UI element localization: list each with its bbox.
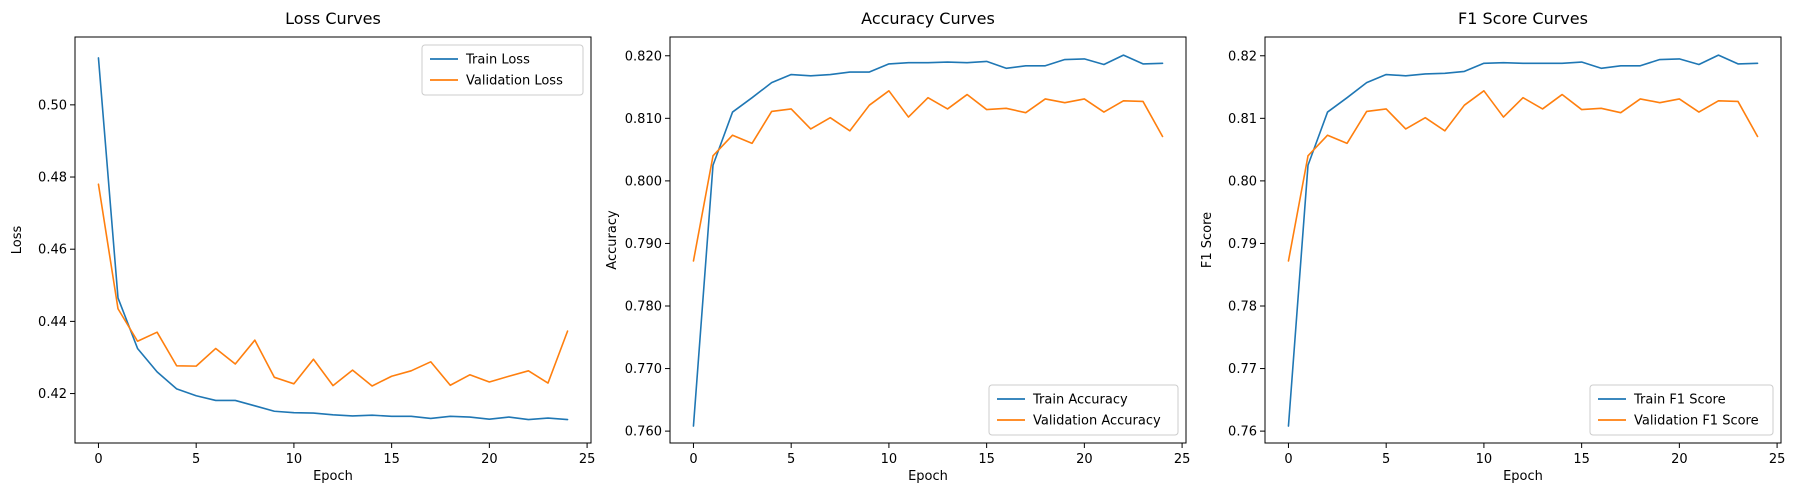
y-tick-label: 0.76 [1228, 425, 1257, 440]
series-line-validation [692, 90, 1164, 262]
plot-frame [74, 36, 592, 444]
legend-label: Validation F1 Score [1634, 414, 1759, 429]
y-tick-label: 0.81 [1228, 112, 1257, 127]
x-tick-label: 5 [787, 452, 795, 467]
x-tick-label: 20 [481, 452, 498, 467]
chart-title: Loss Curves [285, 9, 381, 28]
series-line-validation [97, 183, 569, 387]
y-tick-label: 0.760 [625, 425, 662, 440]
y-tick-label: 0.44 [38, 315, 67, 330]
x-tick-label: 25 [1769, 452, 1786, 467]
x-tick-label: 10 [286, 452, 303, 467]
x-tick-label: 0 [94, 452, 102, 467]
legend-frame [421, 44, 584, 96]
y-tick-label: 0.48 [38, 171, 67, 186]
x-tick-label: 10 [881, 452, 898, 467]
y-tick-label: 0.42 [38, 387, 67, 402]
series-line-validation [1287, 90, 1759, 262]
chart-title: F1 Score Curves [1458, 9, 1588, 28]
y-tick-label: 0.80 [1228, 174, 1257, 189]
y-tick-label: 0.79 [1228, 237, 1257, 252]
x-axis-label: Epoch [908, 469, 948, 484]
y-tick-label: 0.770 [625, 362, 662, 377]
x-tick-label: 20 [1076, 452, 1093, 467]
plot-frame [1264, 36, 1782, 444]
series-line-train [1287, 54, 1759, 427]
y-axis-label: Loss [10, 226, 25, 255]
legend-label: Train F1 Score [1633, 393, 1726, 408]
chart-panel-1: Loss Curves 0 5 10 15 20 25 0.42 0.44 0.46 0.48 0.5… [10, 9, 595, 484]
legend-label: Validation Loss [466, 74, 563, 89]
x-tick-label: 25 [579, 452, 596, 467]
x-tick-label: 25 [1174, 452, 1191, 467]
legend: Train Accuracy Validation Accuracy [988, 384, 1179, 436]
legend: Train Loss Validation Loss [421, 44, 584, 96]
x-tick-label: 5 [192, 452, 200, 467]
y-axis-label: Accuracy [605, 210, 620, 270]
y-tick-label: 0.800 [625, 174, 662, 189]
legend-label: Train Accuracy [1032, 393, 1128, 408]
y-tick-label: 0.78 [1228, 299, 1257, 314]
legend-label: Validation Accuracy [1033, 414, 1161, 429]
y-tick-label: 0.780 [625, 299, 662, 314]
chart-panel-2: Accuracy Curves 0 5 10 15 20 25 0.760 0.770 0.780… [605, 9, 1190, 484]
x-tick-label: 15 [1573, 452, 1590, 467]
x-tick-label: 0 [689, 452, 697, 467]
x-tick-label: 20 [1671, 452, 1688, 467]
y-tick-label: 0.790 [625, 237, 662, 252]
legend-frame [1589, 384, 1774, 436]
legend: Train F1 Score Validation F1 Score [1589, 384, 1774, 436]
x-axis-label: Epoch [1503, 469, 1543, 484]
y-tick-label: 0.820 [625, 49, 662, 64]
x-tick-label: 15 [383, 452, 400, 467]
y-tick-label: 0.50 [38, 98, 67, 113]
x-tick-label: 0 [1284, 452, 1292, 467]
series-line-train [692, 54, 1164, 427]
y-tick-label: 0.77 [1228, 362, 1257, 377]
legend-label: Train Loss [465, 53, 530, 68]
legend-frame [988, 384, 1179, 436]
x-tick-label: 15 [978, 452, 995, 467]
chart-panel-3: F1 Score Curves 0 5 10 15 20 25 0.76 0.77 0.78 0.7… [1200, 9, 1785, 484]
x-tick-label: 10 [1476, 452, 1493, 467]
x-axis-label: Epoch [313, 469, 353, 484]
series-line-train [97, 57, 569, 421]
y-tick-label: 0.810 [625, 112, 662, 127]
plot-frame [669, 36, 1187, 444]
x-tick-label: 5 [1382, 452, 1390, 467]
y-tick-label: 0.46 [38, 243, 67, 258]
y-tick-label: 0.82 [1228, 49, 1257, 64]
chart-title: Accuracy Curves [861, 9, 995, 28]
y-axis-label: F1 Score [1200, 212, 1215, 268]
